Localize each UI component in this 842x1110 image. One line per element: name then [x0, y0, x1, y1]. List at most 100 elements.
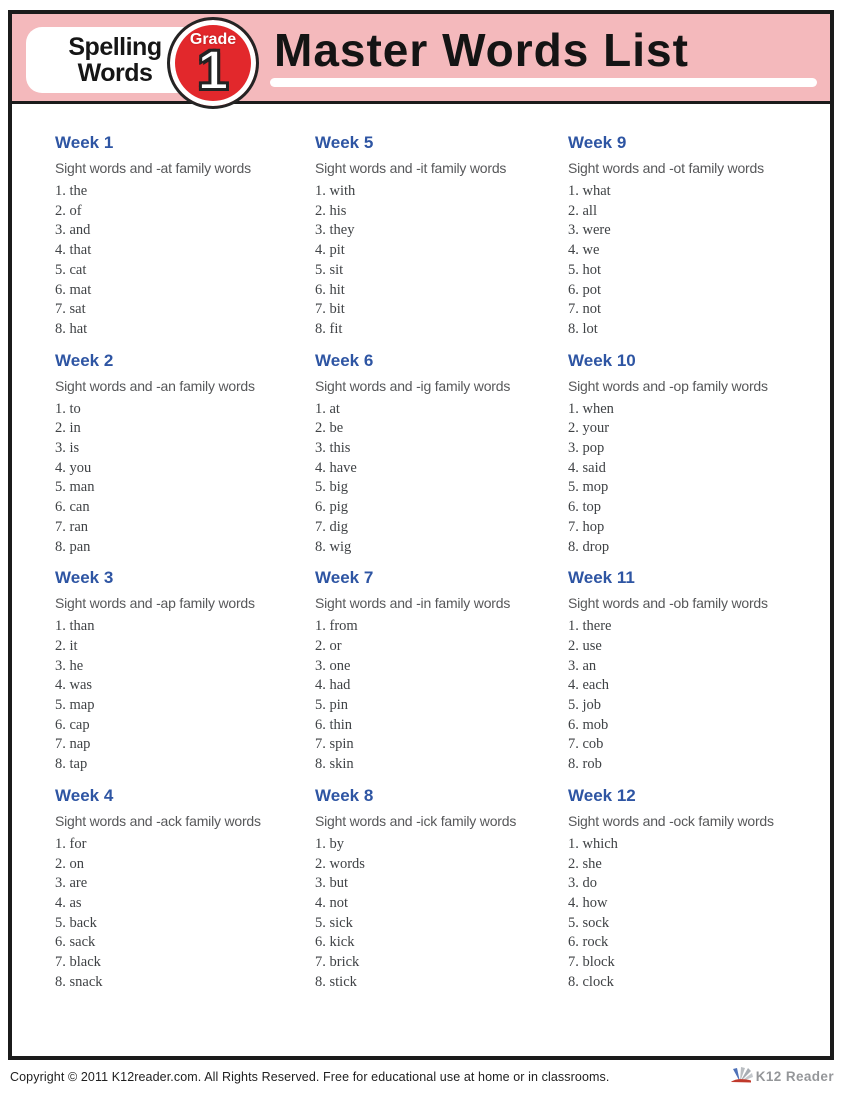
word-item: 8. pan — [55, 538, 91, 555]
word-item: 2. in — [55, 420, 81, 437]
week-section: Week 4 Sight words and -ack family words… — [55, 786, 315, 993]
week-subtitle: Sight words and -ot family words — [568, 160, 764, 176]
word-item: 6. cap — [55, 716, 90, 733]
week-subtitle: Sight words and -an family words — [55, 377, 255, 394]
word-item: 4. each — [568, 677, 610, 694]
word-item: 7. block — [568, 954, 615, 971]
word-item: 1. the — [55, 183, 88, 199]
word-item: 4. pit — [315, 242, 345, 259]
word-item: 5. sick — [315, 914, 353, 931]
word-list: 1. at 2. be 3. this 4. have 5. big 6. pig 7. d… — [315, 400, 568, 558]
word-item: 2. your — [568, 420, 610, 437]
word-item: 6. sack — [55, 934, 96, 951]
word-item: 1. what — [568, 183, 611, 199]
worksheet-page: Spelling Words Grade 1 Master Words List… — [8, 10, 834, 1060]
k12reader-logo: K12 Reader — [729, 1066, 834, 1086]
word-item: 6. thin — [315, 716, 353, 733]
word-item: 5. back — [55, 914, 97, 931]
word-item: 7. hop — [568, 518, 605, 535]
grade-badge: Grade 1 — [167, 17, 259, 109]
week-title: Week 10 — [568, 350, 636, 370]
week-title: Week 11 — [568, 568, 635, 588]
week-subtitle: Sight words and -at family words — [55, 160, 251, 176]
week-section: Week 10 Sight words and -op family words… — [568, 351, 816, 558]
word-item: 7. ran — [55, 518, 89, 535]
word-list: 1. the 2. of 3. and 4. that 5. cat 6. mat 7. s… — [55, 182, 315, 340]
week-section: Week 7 Sight words and -in family words … — [315, 568, 568, 775]
word-item: 4. said — [568, 459, 606, 476]
word-item: 5. sock — [568, 914, 610, 931]
word-item: 1. which — [568, 835, 618, 852]
week-title: Week 8 — [315, 785, 374, 805]
week-column: Week 5 Sight words and -it family words … — [315, 133, 568, 1004]
word-item: 1. than — [55, 618, 95, 635]
word-item: 3. but — [315, 875, 349, 892]
word-item: 3. an — [568, 657, 597, 674]
word-item: 8. fit — [315, 320, 343, 337]
word-list: 1. than 2. it 3. he 4. was 5. map 6. cap 7. na… — [55, 617, 315, 775]
word-item: 2. use — [568, 637, 602, 654]
word-item: 3. this — [315, 440, 351, 457]
week-section: Week 3 Sight words and -ap family words … — [55, 568, 315, 775]
word-item: 1. at — [315, 400, 340, 417]
word-item: 3. is — [55, 440, 80, 457]
word-item: 6. rock — [568, 934, 609, 951]
title-underline — [270, 78, 817, 87]
word-item: 6. pot — [568, 281, 602, 298]
word-item: 3. were — [568, 222, 611, 239]
word-item: 1. for — [55, 835, 87, 852]
word-item: 5. cat — [55, 261, 87, 278]
word-item: 7. bit — [315, 301, 345, 318]
week-title: Week 5 — [315, 133, 374, 152]
week-section: Week 11 Sight words and -ob family words… — [568, 568, 816, 775]
word-item: 8. wig — [315, 538, 352, 555]
word-item: 3. do — [568, 875, 597, 892]
week-section: Week 8 Sight words and -ick family words… — [315, 786, 568, 993]
word-item: 2. words — [315, 855, 365, 872]
word-list: 1. from 2. or 3. one 4. had 5. pin 6. thin 7. … — [315, 617, 568, 775]
week-subtitle: Sight words and -ick family words — [315, 812, 517, 829]
word-item: 8. clock — [568, 973, 614, 990]
word-item: 2. be — [315, 420, 344, 437]
word-item: 8. rob — [568, 756, 602, 773]
word-item: 2. or — [315, 637, 342, 654]
page-title: Master Words List — [274, 24, 689, 76]
week-subtitle: Sight words and -it family words — [315, 160, 507, 176]
week-subtitle: Sight words and -in family words — [315, 595, 511, 612]
word-item: 2. all — [568, 202, 597, 219]
word-item: 6. hit — [315, 281, 345, 298]
word-item: 7. cob — [568, 736, 604, 753]
word-item: 3. they — [315, 222, 355, 239]
word-item: 5. big — [315, 479, 349, 496]
brand-text: Spelling Words — [40, 34, 190, 86]
week-subtitle: Sight words and -op family words — [568, 377, 768, 394]
week-subtitle: Sight words and -ock family words — [568, 812, 774, 829]
word-item: 7. sat — [55, 301, 86, 318]
word-item: 6. mat — [55, 281, 92, 298]
week-title: Week 9 — [568, 133, 627, 152]
word-item: 5. sit — [315, 261, 344, 278]
word-list: 1. there 2. use 3. an 4. each 5. job 6. mob 7.… — [568, 617, 816, 775]
week-section: Week 12 Sight words and -ock family word… — [568, 786, 816, 993]
word-item: 3. are — [55, 875, 88, 892]
word-list: 1. when 2. your 3. pop 4. said 5. mop 6. top 7… — [568, 400, 816, 558]
word-item: 8. stick — [315, 973, 357, 990]
week-title: Week 3 — [55, 568, 114, 588]
word-item: 6. top — [568, 499, 602, 516]
word-item: 5. man — [55, 479, 95, 496]
week-title: Week 2 — [55, 350, 114, 370]
word-item: 4. you — [55, 459, 92, 476]
word-item: 4. was — [55, 677, 93, 694]
word-item: 8. drop — [568, 538, 610, 555]
word-item: 6. can — [55, 499, 90, 516]
word-item: 1. there — [568, 618, 612, 635]
word-item: 7. brick — [315, 954, 360, 971]
brand-line1: Spelling — [68, 33, 162, 61]
grade-badge-label: Grade — [189, 31, 237, 48]
word-item: 7. spin — [315, 736, 354, 753]
word-item: 2. his — [315, 202, 347, 219]
word-item: 8. tap — [55, 756, 88, 773]
word-item: 4. that — [55, 242, 92, 259]
word-item: 1. to — [55, 400, 81, 417]
week-title: Week 12 — [568, 785, 636, 805]
